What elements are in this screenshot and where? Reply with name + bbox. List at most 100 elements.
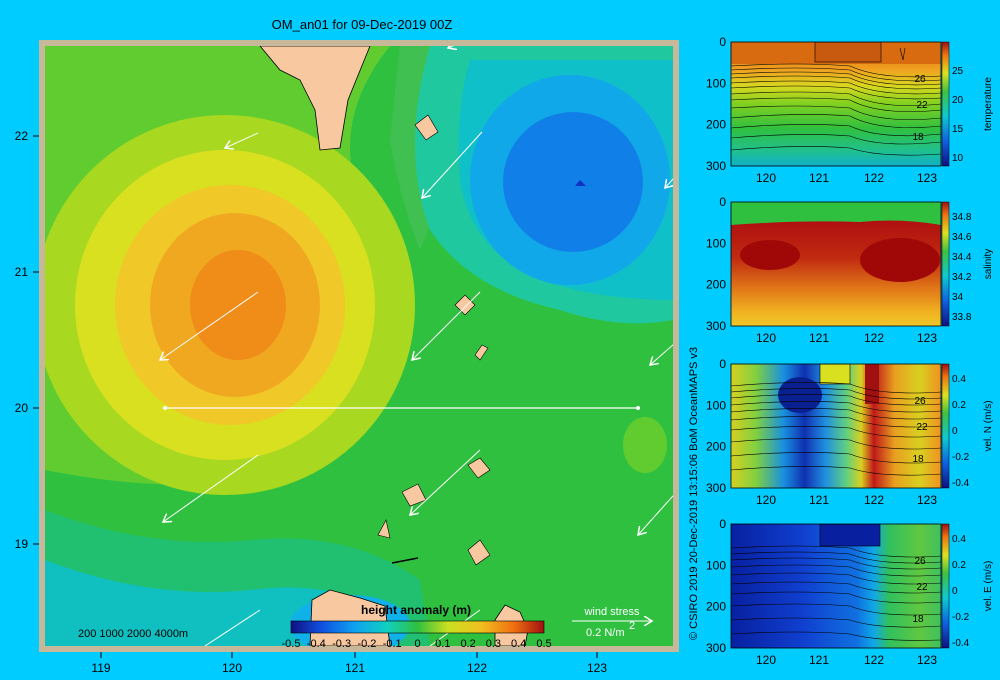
colorbar-tick-label: 0.4 bbox=[511, 638, 526, 650]
section-lon-tick-label: 121 bbox=[809, 653, 829, 667]
section-colorbar-tick-label: 0 bbox=[952, 586, 958, 597]
wind-stress-legend: wind stress 0.2 N/m 2 bbox=[572, 606, 652, 639]
section-contour-label: 18 bbox=[912, 454, 924, 465]
section-colorbar-tick-label: 0.2 bbox=[952, 560, 966, 571]
map-x-tick-label: 120 bbox=[222, 661, 242, 675]
wind-stress-label: wind stress bbox=[583, 606, 640, 618]
map-y-tick-label: 20 bbox=[15, 401, 29, 415]
section-colorbar-tick-label: -0.4 bbox=[952, 478, 970, 489]
map-x-tick-label: 121 bbox=[345, 661, 365, 675]
colorbar-label: height anomaly (m) bbox=[361, 603, 471, 617]
colorbar-tick-label: 0 bbox=[414, 638, 420, 650]
vel-n-section-panel bbox=[730, 363, 950, 489]
section-colorbar-label: vel. N (m/s) bbox=[983, 400, 994, 451]
section-colorbar-label: temperature bbox=[983, 77, 994, 131]
section-depth-tick-label: 300 bbox=[706, 481, 726, 495]
colorbar-tick-label: 0.2 bbox=[460, 638, 475, 650]
height-anomaly-map: 200 1000 2000 4000m height anomaly (m) -… bbox=[15, 40, 679, 675]
colorbar-tick-label: 0.3 bbox=[486, 638, 501, 650]
section-depth-tick-label: 0 bbox=[719, 195, 726, 209]
wind-stress-value: 0.2 N/m bbox=[586, 627, 625, 639]
section-colorbar-label: salinity bbox=[983, 249, 994, 280]
map-y-axis: 22 21 20 19 bbox=[15, 129, 39, 551]
section-colorbar-tick-label: 0 bbox=[952, 426, 958, 437]
map-y-tick-label: 21 bbox=[15, 265, 29, 279]
section-depth-tick-label: 200 bbox=[706, 278, 726, 292]
section-contour-label: 22 bbox=[916, 100, 928, 111]
map-y-tick-label: 22 bbox=[15, 129, 29, 143]
section-colorbar-tick-label: 25 bbox=[952, 66, 964, 77]
map-x-tick-label: 119 bbox=[91, 661, 110, 675]
section-depth-tick-label: 200 bbox=[706, 440, 726, 454]
section-panel-labels: 0 100 200 300 120 121 122 123 34.8 34.6 34.4 34.2 34… bbox=[706, 195, 994, 345]
section-colorbar-tick-label: 15 bbox=[952, 124, 964, 135]
section-lon-tick-label: 120 bbox=[756, 653, 776, 667]
section-lon-tick-label: 121 bbox=[809, 331, 829, 345]
section-depth-tick-label: 0 bbox=[719, 517, 726, 531]
section-colorbar-tick-label: 0.4 bbox=[952, 374, 966, 385]
section-contour-label: 18 bbox=[912, 614, 924, 625]
section-depth-tick-label: 100 bbox=[706, 76, 726, 90]
colorbar-tick-label: -0.5 bbox=[282, 638, 301, 650]
section-depth-tick-label: 300 bbox=[706, 319, 726, 333]
section-depth-tick-label: 200 bbox=[706, 118, 726, 132]
section-colorbar-tick-label: 34.6 bbox=[952, 232, 972, 243]
map-y-tick-label: 19 bbox=[15, 537, 29, 551]
section-lon-tick-label: 123 bbox=[917, 331, 937, 345]
section-depth-tick-label: 300 bbox=[706, 641, 726, 655]
section-lon-tick-label: 121 bbox=[809, 171, 829, 185]
credit-line: © CSIRO 2019 20-Dec-2019 13:15:06 BoM Oc… bbox=[688, 347, 700, 640]
section-contour-label: 22 bbox=[916, 422, 928, 433]
section-depth-tick-label: 0 bbox=[719, 35, 726, 49]
section-lon-tick-label: 123 bbox=[917, 653, 937, 667]
colorbar-tick-label: -0.2 bbox=[357, 638, 376, 650]
section-contour-label: 26 bbox=[914, 556, 926, 567]
section-colorbar-tick-label: 0.4 bbox=[952, 534, 966, 545]
colorbar-tick-label: 0.1 bbox=[435, 638, 450, 650]
temperature-section-panel bbox=[730, 41, 950, 167]
section-contour-label: 26 bbox=[914, 74, 926, 85]
vel-e-section-panel bbox=[730, 523, 950, 649]
colorbar-tick-label: 0.5 bbox=[536, 638, 551, 650]
section-depth-tick-label: 200 bbox=[706, 600, 726, 614]
section-colorbar-tick-label: -0.2 bbox=[952, 612, 970, 623]
section-lon-tick-label: 120 bbox=[756, 493, 776, 507]
section-colorbar-tick-label: -0.2 bbox=[952, 452, 970, 463]
section-lon-tick-label: 122 bbox=[864, 331, 884, 345]
map-x-axis: 119 120 121 122 123 bbox=[91, 652, 607, 675]
salinity-section-panel bbox=[730, 201, 950, 327]
height-anomaly-colorbar: height anomaly (m) -0.5 -0.4 -0.3 -0.2 -0.1 0… bbox=[282, 603, 552, 650]
section-lon-tick-label: 120 bbox=[756, 171, 776, 185]
section-lon-tick-label: 123 bbox=[917, 171, 937, 185]
colorbar-tick-label: -0.4 bbox=[307, 638, 326, 650]
section-colorbar-tick-label: 34.2 bbox=[952, 272, 972, 283]
map-title: OM_an01 for 09-Dec-2019 00Z bbox=[272, 17, 453, 32]
section-panel-labels: 0 100 200 300 120 121 122 123 25 20 15 10 temperatur… bbox=[706, 35, 994, 185]
section-lon-tick-label: 122 bbox=[864, 171, 884, 185]
section-colorbar-tick-label: 0.2 bbox=[952, 400, 966, 411]
colorbar-tick-label: -0.1 bbox=[383, 638, 402, 650]
depth-legend: 200 1000 2000 4000m bbox=[78, 628, 188, 640]
map-x-tick-label: 122 bbox=[467, 661, 487, 675]
section-depth-tick-label: 100 bbox=[706, 558, 726, 572]
section-contour-label: 22 bbox=[916, 582, 928, 593]
section-colorbar-tick-label: 34.4 bbox=[952, 252, 972, 263]
section-contour-label: 26 bbox=[914, 396, 926, 407]
section-depth-tick-label: 100 bbox=[706, 398, 726, 412]
section-panel-labels: 0 100 200 300 120 121 122 123 0.4 0.2 0 -0.2 -0.4 vel… bbox=[706, 357, 994, 507]
colorbar-tick-label: -0.3 bbox=[332, 638, 351, 650]
section-depth-tick-label: 100 bbox=[706, 236, 726, 250]
wind-stress-unit-superscript: 2 bbox=[629, 620, 635, 632]
section-colorbar-tick-label: 10 bbox=[952, 153, 964, 164]
section-colorbar-tick-label: 34 bbox=[952, 292, 964, 303]
section-colorbar-tick-label: 20 bbox=[952, 95, 964, 106]
section-colorbar-tick-label: 33.8 bbox=[952, 312, 972, 323]
section-lon-tick-label: 122 bbox=[864, 653, 884, 667]
section-lon-tick-label: 123 bbox=[917, 493, 937, 507]
section-depth-tick-label: 300 bbox=[706, 159, 726, 173]
map-x-tick-label: 123 bbox=[587, 661, 607, 675]
section-contour-label: 18 bbox=[912, 132, 924, 143]
section-colorbar-label: vel. E (m/s) bbox=[983, 561, 994, 612]
section-panel-labels: 0 100 200 300 120 121 122 123 0.4 0.2 0 -0.2 -0.4 vel… bbox=[706, 517, 994, 667]
